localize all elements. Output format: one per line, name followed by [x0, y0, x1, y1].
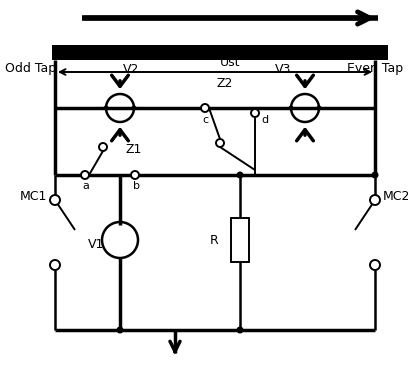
- Bar: [52, 45, 388, 60]
- Text: MC2: MC2: [383, 190, 408, 203]
- Text: V3: V3: [275, 63, 291, 76]
- Circle shape: [81, 171, 89, 179]
- Text: V1: V1: [88, 239, 104, 251]
- Text: R: R: [210, 233, 219, 247]
- Circle shape: [104, 105, 109, 110]
- Circle shape: [317, 105, 322, 110]
- Circle shape: [99, 143, 107, 151]
- Circle shape: [216, 139, 224, 147]
- Text: Ust: Ust: [220, 56, 240, 69]
- Circle shape: [251, 109, 259, 117]
- Text: a: a: [82, 181, 89, 191]
- Circle shape: [370, 195, 380, 205]
- Text: d: d: [261, 115, 268, 125]
- Circle shape: [370, 260, 380, 270]
- Circle shape: [288, 105, 293, 110]
- Circle shape: [50, 195, 60, 205]
- Text: b: b: [133, 181, 140, 191]
- Circle shape: [237, 327, 244, 334]
- Circle shape: [201, 104, 209, 112]
- Bar: [231, 218, 249, 262]
- Text: Odd Tap: Odd Tap: [5, 62, 56, 75]
- Circle shape: [117, 327, 124, 334]
- Text: V2: V2: [123, 63, 140, 76]
- Circle shape: [50, 260, 60, 270]
- Text: Z2: Z2: [217, 77, 233, 90]
- Circle shape: [131, 171, 139, 179]
- Circle shape: [372, 171, 379, 178]
- Text: Z1: Z1: [125, 143, 142, 156]
- Text: c: c: [202, 115, 208, 125]
- Text: MC1: MC1: [20, 190, 47, 203]
- Circle shape: [237, 171, 244, 178]
- Text: Even Tap: Even Tap: [347, 62, 403, 75]
- Circle shape: [131, 105, 137, 110]
